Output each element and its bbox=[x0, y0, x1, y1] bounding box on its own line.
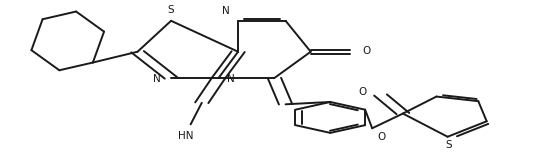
Text: O: O bbox=[377, 132, 385, 142]
Text: S: S bbox=[445, 140, 452, 150]
Text: O: O bbox=[362, 46, 371, 56]
Text: O: O bbox=[358, 87, 366, 97]
Text: N: N bbox=[227, 74, 235, 84]
Text: N: N bbox=[153, 74, 161, 84]
Text: S: S bbox=[168, 5, 174, 15]
Text: HN: HN bbox=[179, 131, 194, 141]
Text: N: N bbox=[222, 6, 230, 16]
